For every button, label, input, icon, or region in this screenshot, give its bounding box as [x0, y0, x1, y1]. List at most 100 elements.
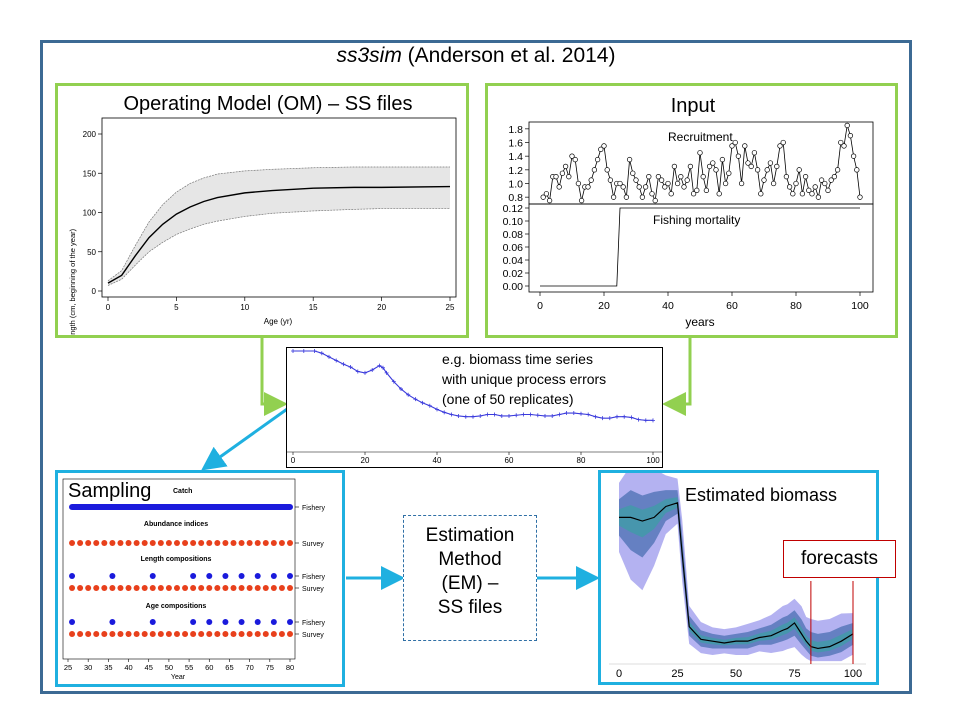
om-ytick-label: 150 — [83, 169, 97, 178]
fishery-age-point — [206, 619, 213, 625]
biomass-replicate-marker — [327, 354, 331, 359]
survey-length-point — [206, 585, 213, 591]
om-ytick-label: 200 — [83, 130, 97, 139]
biomass-replicate-marker — [384, 370, 389, 375]
bio-xtick-label: 40 — [433, 456, 442, 465]
survey-age-point — [230, 631, 237, 637]
biomass-replicate-marker — [593, 414, 598, 419]
recruitment-point — [626, 156, 633, 163]
recruitment-point — [684, 177, 690, 183]
biomass-replicate-marker — [543, 413, 547, 418]
recruitment-point — [569, 153, 575, 159]
survey-abundance-point — [173, 540, 180, 546]
fishing-mortality-label: Fishing mortality — [653, 213, 740, 227]
survey-abundance-point — [270, 540, 277, 546]
biomass-replicate-marker — [564, 411, 569, 416]
survey-abundance-point — [109, 540, 116, 546]
operating-model-panel: Operating Model (OM) – SS files 0 5 10 15 20… — [55, 83, 469, 338]
survey-length-point — [270, 585, 277, 591]
biomass-replicate-marker — [499, 413, 504, 418]
length-comp-label: Length compositions — [141, 556, 212, 563]
recruitment-point — [770, 180, 777, 187]
sampling-xtick-label: 40 — [124, 663, 132, 672]
survey-age-point — [222, 631, 229, 637]
survey-age-point — [198, 631, 205, 637]
fishery-length-point — [149, 573, 156, 579]
survey-age-point — [278, 631, 285, 637]
survey-length-point — [133, 585, 140, 591]
fishery-age-point — [109, 619, 116, 625]
om-plot-frame — [101, 117, 457, 298]
survey-length-point — [85, 585, 92, 591]
fishing-mortality-line — [540, 207, 860, 287]
input-xlabel: years — [685, 315, 714, 329]
forecasts-label: forecasts — [783, 540, 896, 578]
recruitment-point — [591, 167, 598, 173]
biomass-replicate-marker — [312, 349, 317, 353]
om-xtick-label: 10 — [240, 303, 249, 312]
em-line-2: Method — [438, 549, 502, 570]
fishery-length-point — [69, 573, 76, 579]
survey-abundance-point — [182, 540, 189, 546]
diagram-title: ss3sim (Anderson et al. 2014) — [336, 44, 616, 67]
om-ytick-label: 0 — [92, 287, 97, 296]
survey-age-point — [287, 631, 293, 637]
survey-abundance-point — [238, 540, 245, 546]
biomass-replicate-marker — [341, 362, 346, 367]
survey-age-point — [262, 631, 269, 637]
survey-abundance-point — [222, 540, 229, 546]
survey-length-point — [278, 585, 285, 591]
recruitment-point — [815, 194, 822, 200]
om-lower-line — [107, 208, 450, 286]
survey-abundance-point — [85, 540, 92, 546]
om-xlabel: Age (yr) — [264, 317, 293, 326]
f-ytick-label: 0.06 — [503, 242, 524, 254]
em-line-4: SS files — [437, 597, 503, 618]
survey-length-point — [149, 585, 156, 591]
growth-curve-plot: 0 5 10 15 20 25 0 50 100 150 200 — [83, 117, 457, 312]
sampling-xtick-label: 70 — [245, 663, 253, 672]
biomass-replicate-marker — [528, 412, 533, 417]
biomass-replicate-marker — [406, 392, 411, 397]
om-ytick-label: 50 — [87, 248, 96, 257]
biomass-replicate-marker — [381, 365, 385, 370]
survey-abundance-point — [133, 540, 140, 546]
survey-abundance-point — [165, 540, 172, 546]
fishery-age-point — [287, 619, 293, 625]
survey-age-point — [270, 631, 277, 637]
recruitment-point — [540, 194, 546, 200]
survey-length-point — [262, 585, 269, 591]
recruitment-point — [732, 139, 738, 146]
om-xtick-label: 25 — [446, 303, 455, 312]
recruitment-point — [799, 191, 806, 197]
length-survey-label: Survey — [302, 586, 324, 593]
est-xtick-label: 100 — [844, 668, 862, 680]
recruitment-point — [678, 174, 684, 180]
biomass-replicate-marker — [348, 365, 353, 370]
biomass-replicate-marker — [291, 349, 295, 353]
bio-xtick-label: 60 — [505, 456, 514, 465]
recruitment-point — [553, 174, 559, 180]
caption-line-3: (one of 50 replicates) — [442, 391, 574, 407]
survey-length-point — [173, 585, 180, 591]
abundance-survey-label: Survey — [302, 541, 324, 548]
survey-length-point — [157, 585, 164, 591]
bio-xtick-label: 0 — [291, 456, 296, 465]
recruitment-point — [850, 153, 857, 159]
biomass-replicate-marker — [399, 386, 403, 391]
age-survey-label: Survey — [302, 632, 324, 639]
sampling-xtick-label: 55 — [185, 663, 193, 672]
biomass-replicate-marker — [449, 412, 454, 417]
survey-length-point — [117, 585, 124, 591]
recruitment-point — [716, 191, 722, 197]
survey-abundance-point — [77, 540, 84, 546]
recruitment-point — [633, 177, 639, 183]
recruitment-point — [546, 197, 553, 204]
survey-age-point — [117, 631, 124, 637]
recruitment-point — [783, 174, 790, 180]
survey-length-point — [101, 585, 108, 591]
est-xtick-label: 0 — [616, 668, 622, 680]
recruitment-point — [639, 194, 646, 200]
sampling-xtick-label: 45 — [145, 663, 153, 672]
input-xtick-label: 0 — [537, 300, 543, 312]
